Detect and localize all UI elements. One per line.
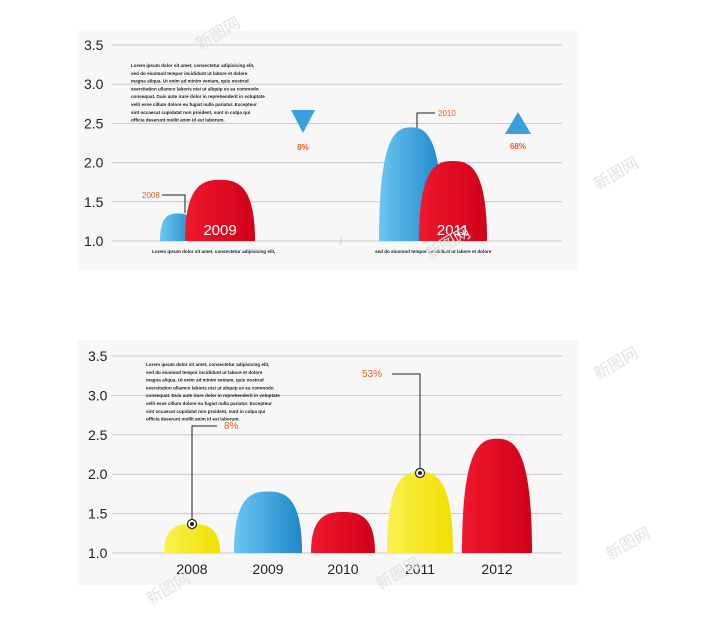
chart-1-y-ticks: 3.5 3.0 2.5 2.0 1.5 1.0 xyxy=(84,37,104,249)
change-percent: 8% xyxy=(297,143,309,152)
y-tick-label: 3.5 xyxy=(84,37,104,53)
leader-line xyxy=(416,112,435,128)
arch-current-year xyxy=(419,161,487,241)
callout-label: 53% xyxy=(362,369,382,380)
body-text-line: officia deserunt mollit anim id est labo… xyxy=(131,118,225,123)
body-text-line: Lorem ipsum dolor sit amet, consectetur … xyxy=(146,362,269,367)
caption-text: sed do eiusmod tempor incididunt ut labo… xyxy=(375,249,492,254)
y-tick-label: 1.0 xyxy=(84,233,104,249)
body-text-line: magna aliqua. Ut enim ad minim veniam, q… xyxy=(131,79,249,84)
body-text-line: sed do eiusmod tempor incididunt ut labo… xyxy=(146,370,263,375)
y-tick-label: 3.5 xyxy=(88,348,108,364)
callout-leader xyxy=(392,373,421,473)
body-text-line: officia deserunt mollit anim id est labo… xyxy=(146,417,240,422)
body-text-line: consequat. Duis aute irure dolor in repr… xyxy=(131,94,265,99)
body-text-line: sint occaecat cupidatat non proident, su… xyxy=(131,110,250,115)
body-text-line: Lorem ipsum dolor sit amet, consectetur … xyxy=(131,63,254,68)
chart-2-y-ticks: 3.5 3.0 2.5 2.0 1.5 1.0 xyxy=(88,348,108,561)
arch-2011 xyxy=(387,471,453,553)
chart-2-marks: 2008 2009 2010 2011 2012 8% 53% xyxy=(164,369,532,577)
body-text-line: velit esse cillum dolore eu fugiat nulla… xyxy=(131,102,257,107)
y-tick-label: 1.5 xyxy=(84,194,104,210)
down-triangle-icon xyxy=(291,110,315,133)
y-tick-label: 3.0 xyxy=(88,387,108,403)
category-label: 2008 xyxy=(176,561,207,577)
body-text-line: exercitation ullamco laboris nisi ut ali… xyxy=(131,86,259,91)
leader-line xyxy=(162,194,186,213)
caption-text: Lorem ipsum dolor sit amet, consectetur … xyxy=(152,249,275,254)
chart-2-body-text: Lorem ipsum dolor sit amet, consectetur … xyxy=(146,362,280,422)
body-text-line: velit esse cillum dolore eu fugiat nulla… xyxy=(146,401,272,406)
callout-dot-center xyxy=(418,471,422,475)
prev-year-label: 2008 xyxy=(142,191,160,200)
watermark-text: 新图网 xyxy=(591,153,642,193)
y-tick-label: 2.0 xyxy=(84,155,104,171)
watermark-text: 新图网 xyxy=(603,523,654,563)
body-text-line: sed do eiusmod tempor incididunt ut labo… xyxy=(131,71,248,76)
chart-1-body-text: Lorem ipsum dolor sit amet, consectetur … xyxy=(131,63,265,123)
up-triangle-icon xyxy=(505,112,531,134)
arch-2008 xyxy=(164,523,220,553)
category-label: 2009 xyxy=(252,561,283,577)
arch-2012 xyxy=(462,438,532,553)
arch-2009 xyxy=(234,491,302,553)
chart-1-marks: 2009 Lorem ipsum dolor sit amet, consecte… xyxy=(142,109,531,254)
arch-current-year xyxy=(185,179,255,241)
category-label: 2010 xyxy=(327,561,358,577)
y-tick-label: 2.5 xyxy=(88,427,108,443)
body-text-line: magna aliqua. Ut enim ad minim veniam, q… xyxy=(146,378,264,383)
change-percent: 68% xyxy=(510,142,526,151)
body-text-line: consequat. Duis aute irure dolor in repr… xyxy=(146,393,280,398)
body-text-line: sint occaecat cupidatat non proident, su… xyxy=(146,409,265,414)
prev-year-label: 2010 xyxy=(438,109,456,118)
year-label: 2011 xyxy=(437,222,469,239)
callout-dot-center xyxy=(190,522,194,526)
year-label: 2009 xyxy=(203,222,236,239)
callout-leader xyxy=(191,425,217,524)
y-tick-label: 2.5 xyxy=(84,115,104,131)
chart-1: 3.5 3.0 2.5 2.0 1.5 1.0 Lorem ipsum dolor sit… xyxy=(78,30,578,270)
chart-2: 3.5 3.0 2.5 2.0 1.5 1.0 Lorem ipsum dolor sit… xyxy=(78,340,578,585)
category-label: 2011 xyxy=(405,561,435,577)
y-tick-label: 1.0 xyxy=(88,545,108,561)
arch-2010 xyxy=(311,512,375,553)
body-text-line: exercitation ullamco laboris nisi ut ali… xyxy=(146,385,274,390)
y-tick-label: 1.5 xyxy=(88,506,108,522)
callout-label: 8% xyxy=(224,421,239,432)
y-tick-label: 2.0 xyxy=(88,466,108,482)
category-label: 2012 xyxy=(481,561,512,577)
watermark-text: 新图网 xyxy=(591,343,642,383)
y-tick-label: 3.0 xyxy=(84,76,104,92)
